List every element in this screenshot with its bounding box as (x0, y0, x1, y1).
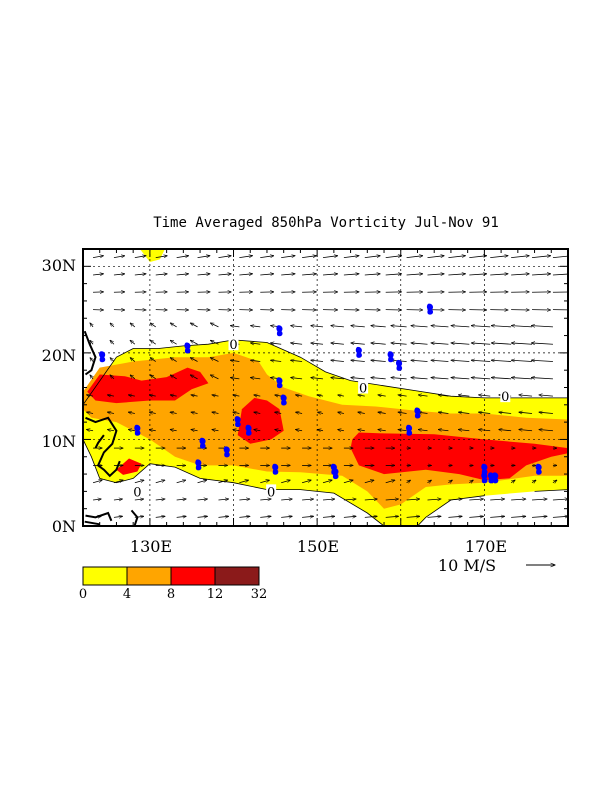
lon-tick-150e: 150E (297, 537, 339, 556)
contour-label-zero: 0 (229, 338, 237, 353)
tropical-cyclone-icon (200, 438, 206, 449)
lat-tick-20n: 20N (42, 346, 76, 365)
contour-label-zero: 0 (267, 485, 275, 500)
lat-tick-0n: 0N (52, 517, 76, 536)
legend-label-2: 8 (167, 587, 175, 602)
lon-tick-130e: 130E (130, 537, 172, 556)
y-axis-labels: 30N 20N 10N 0N (42, 256, 76, 536)
tropical-cyclone-icon (406, 425, 412, 436)
color-legend: 0 4 8 12 32 (79, 567, 267, 602)
tropical-cyclone-icon (388, 351, 394, 362)
map-plot-area: 0 0 0 0 0 (83, 249, 572, 526)
legend-swatch-3 (215, 567, 259, 585)
legend-swatch-0 (83, 567, 127, 585)
tropical-cyclone-icon (184, 343, 190, 354)
lat-tick-10n: 10N (42, 432, 76, 451)
tropical-cyclone-icon (272, 464, 278, 475)
legend-label-0: 0 (79, 587, 87, 602)
tropical-cyclone-icon (332, 468, 338, 479)
tropical-cyclone-icon (224, 446, 230, 457)
legend-swatch-1 (127, 567, 171, 585)
figure-title: Time Averaged 850hPa Vorticity Jul-Nov 9… (153, 215, 499, 231)
tropical-cyclone-icon (356, 347, 362, 358)
tropical-cyclone-icon (134, 425, 140, 436)
tropical-cyclone-icon (481, 472, 487, 483)
tropical-cyclone-icon (195, 459, 201, 470)
tropical-cyclone-icon (414, 408, 420, 419)
x-axis-labels: 130E 150E 170E (130, 537, 507, 556)
tropical-cyclone-icon (99, 351, 105, 362)
tropical-cyclone-icon (492, 472, 498, 483)
legend-label-4: 32 (251, 587, 268, 602)
tropical-cyclone-icon (276, 377, 282, 388)
legend-label-3: 12 (207, 587, 224, 602)
lat-tick-30n: 30N (42, 256, 76, 275)
tropical-cyclone-icon (246, 425, 252, 436)
tropical-cyclone-icon (276, 325, 282, 336)
legend-label-1: 4 (123, 587, 131, 602)
vector-scale-label: 10 M/S (438, 556, 496, 575)
tropical-cyclone-icon (536, 464, 542, 475)
tropical-cyclone-icon (396, 360, 402, 371)
tropical-cyclone-icon (235, 416, 241, 427)
lon-tick-170e: 170E (465, 537, 507, 556)
tropical-cyclone-icon (281, 395, 287, 406)
legend-swatch-2 (171, 567, 215, 585)
contour-label-zero: 0 (359, 382, 367, 397)
contour-label-zero: 0 (133, 485, 141, 500)
tropical-cyclone-icon (427, 304, 433, 315)
contour-label-zero: 0 (501, 390, 509, 405)
vector-reference: 10 M/S (438, 556, 555, 575)
